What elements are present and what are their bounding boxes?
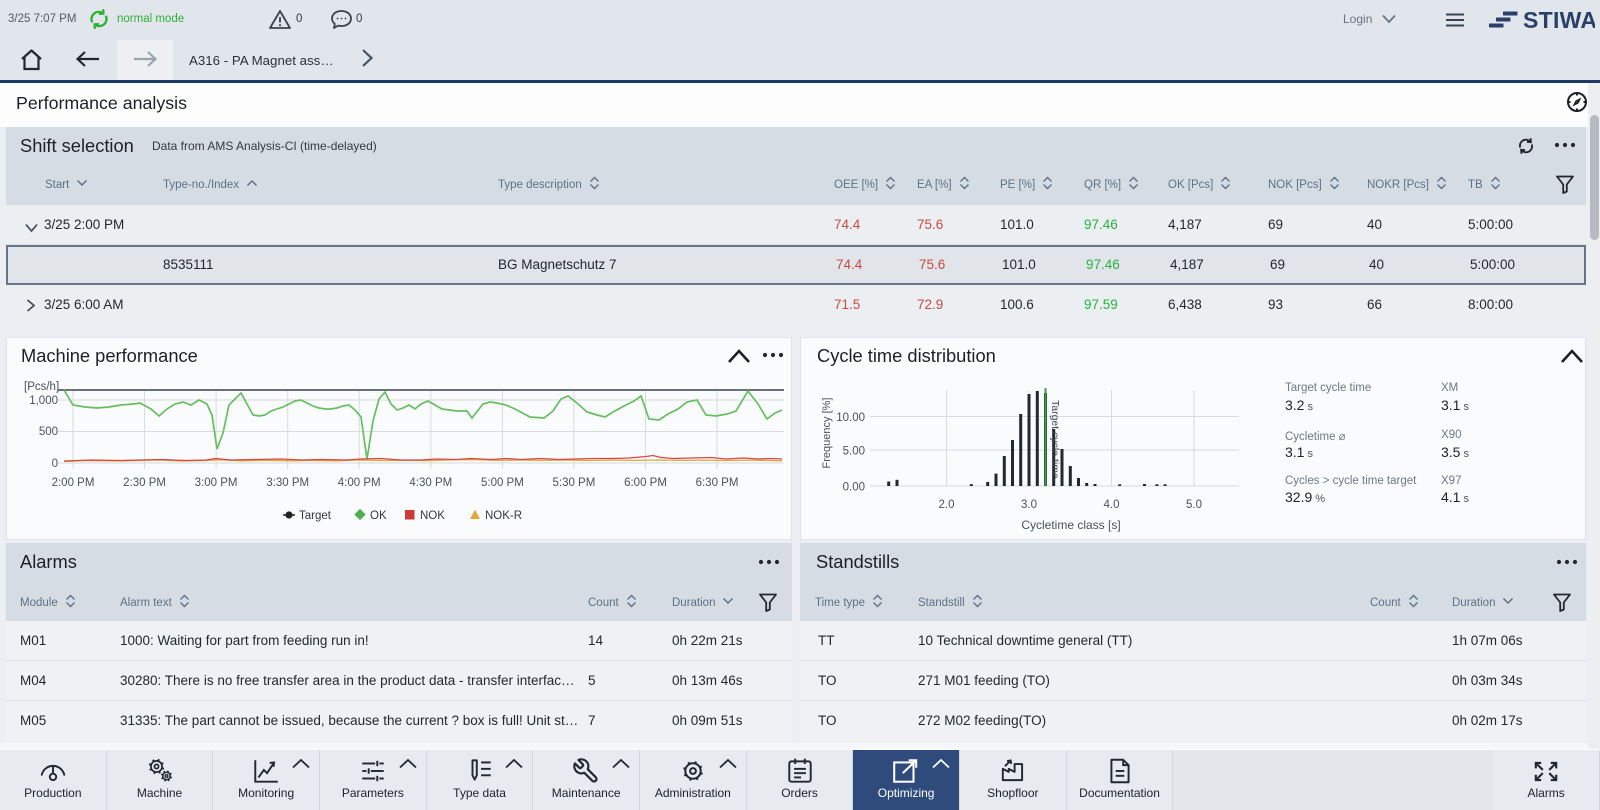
svg-text:3:30 PM: 3:30 PM xyxy=(266,477,309,489)
svg-text:3.0: 3.0 xyxy=(1021,499,1037,511)
svg-text:6:00 PM: 6:00 PM xyxy=(624,477,667,489)
svg-text:0.00: 0.00 xyxy=(843,482,865,494)
svg-text:Frequency [%]: Frequency [%] xyxy=(821,398,833,469)
svg-text:Cycletime class [s]: Cycletime class [s] xyxy=(1021,518,1120,532)
svg-text:2:00 PM: 2:00 PM xyxy=(52,477,95,489)
svg-text:0: 0 xyxy=(52,458,58,470)
svg-text:[Pcs/h]: [Pcs/h] xyxy=(24,381,59,393)
svg-text:4:30 PM: 4:30 PM xyxy=(409,477,452,489)
svg-text:5:00 PM: 5:00 PM xyxy=(481,477,524,489)
svg-text:2:30 PM: 2:30 PM xyxy=(123,477,166,489)
svg-text:Target: Target xyxy=(299,510,332,522)
svg-text:5.00: 5.00 xyxy=(843,446,865,458)
svg-text:NOK-R: NOK-R xyxy=(485,510,522,522)
svg-text:4.0: 4.0 xyxy=(1104,499,1120,511)
svg-text:5.0: 5.0 xyxy=(1186,499,1202,511)
svg-text:Target cycle time: Target cycle time xyxy=(1049,400,1061,479)
svg-text:500: 500 xyxy=(39,426,58,438)
svg-text:STIWA: STIWA xyxy=(1523,7,1595,32)
svg-text:2.0: 2.0 xyxy=(939,499,955,511)
svg-text:6:30 PM: 6:30 PM xyxy=(696,477,739,489)
svg-text:3:00 PM: 3:00 PM xyxy=(195,477,238,489)
svg-text:1,000: 1,000 xyxy=(29,395,58,407)
svg-text:5:30 PM: 5:30 PM xyxy=(552,477,595,489)
svg-text:10.00: 10.00 xyxy=(836,412,865,424)
svg-text:4:00 PM: 4:00 PM xyxy=(338,477,381,489)
svg-text:OK: OK xyxy=(370,510,387,522)
svg-text:NOK: NOK xyxy=(420,510,445,522)
